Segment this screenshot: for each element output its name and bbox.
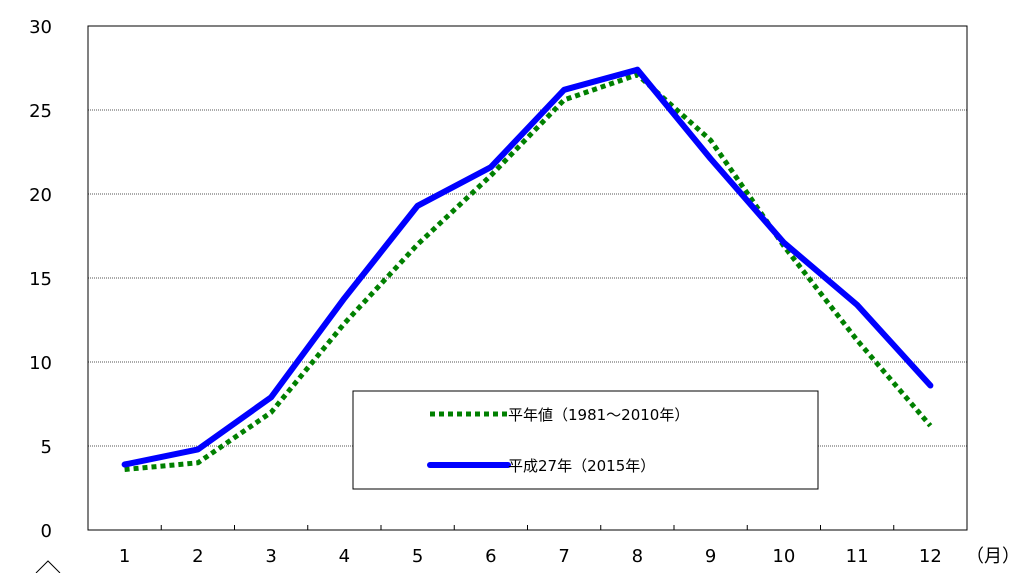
x-tick-label: 4 xyxy=(339,546,350,567)
x-axis-unit: （月） xyxy=(966,546,1020,567)
x-axis-ticks: 1 2 3 4 5 6 7 8 9 10 11 12 xyxy=(119,525,942,567)
y-tick-label: 15 xyxy=(29,269,52,290)
gridlines xyxy=(88,109,967,447)
legend: 平年値（1981～2010年） 平成27年（2015年） xyxy=(352,390,819,490)
y-tick-label: 5 xyxy=(41,437,52,458)
x-tick-label: 7 xyxy=(558,546,569,567)
x-tick-label: 9 xyxy=(705,546,716,567)
y-tick-label: 20 xyxy=(29,185,52,206)
legend-box xyxy=(352,390,819,490)
series-line-2015 xyxy=(121,66,934,468)
x-tick-label: 6 xyxy=(485,546,496,567)
y-tick-label: 10 xyxy=(29,353,52,374)
x-tick-label: 11 xyxy=(846,546,869,567)
x-tick-label: 3 xyxy=(265,546,276,567)
caret-mark xyxy=(35,560,61,573)
x-tick-label: 5 xyxy=(412,546,423,567)
legend-label-2015: 平成27年（2015年） xyxy=(508,457,655,475)
x-tick-label: 1 xyxy=(119,546,130,567)
y-tick-label: 25 xyxy=(29,101,52,122)
x-tick-label: 2 xyxy=(192,546,203,567)
y-tick-label: 0 xyxy=(41,521,52,542)
x-tick-label: 10 xyxy=(772,546,795,567)
x-tick-label: 12 xyxy=(919,546,942,567)
x-tick-label: 8 xyxy=(632,546,643,567)
series-line-normal xyxy=(124,72,933,472)
series-group xyxy=(121,66,934,472)
y-tick-label: 30 xyxy=(29,17,52,38)
legend-label-normal: 平年値（1981～2010年） xyxy=(508,406,689,424)
y-axis-ticks: 0 5 10 15 20 25 30 xyxy=(29,17,52,542)
